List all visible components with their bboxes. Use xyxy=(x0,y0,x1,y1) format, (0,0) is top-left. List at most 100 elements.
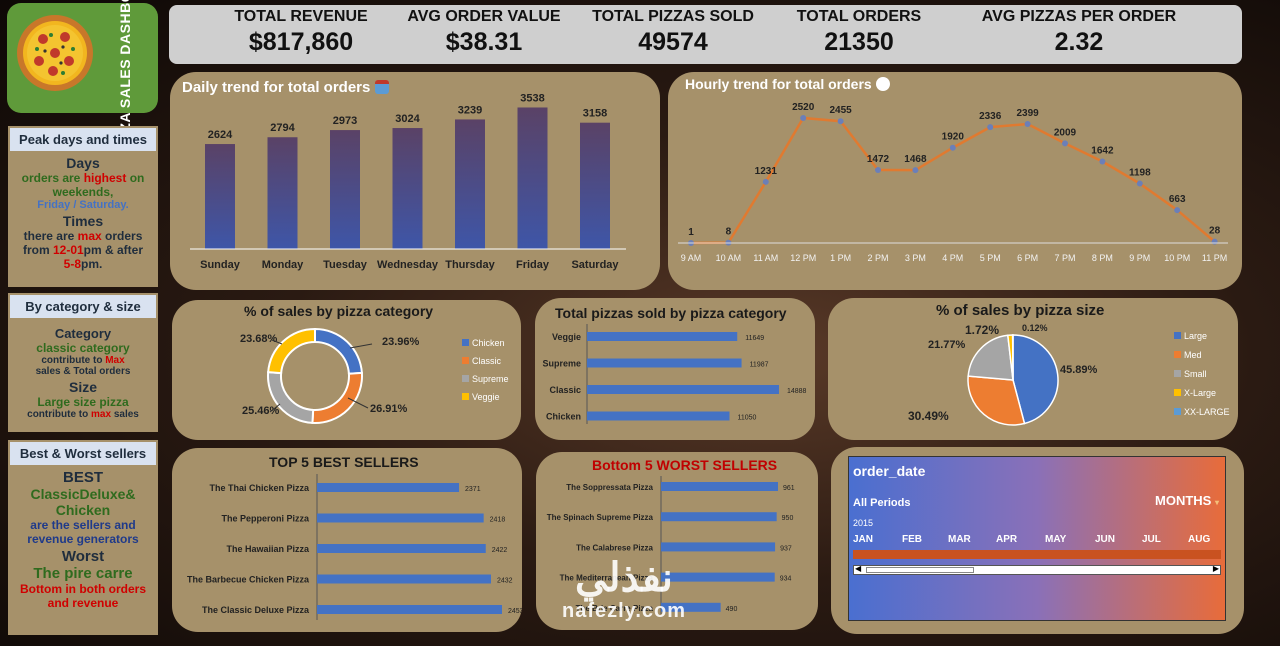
daily-axis-label: Thursday xyxy=(445,259,495,271)
hourly-point xyxy=(837,118,844,125)
slicer-unit-dropdown[interactable]: MONTHS ▾ xyxy=(1155,493,1219,508)
hourly-axis-label: 9 PM xyxy=(1129,253,1150,263)
hourly-point xyxy=(1024,120,1031,127)
hourly-point-label: 2399 xyxy=(1016,108,1039,119)
hourly-point-label: 2455 xyxy=(829,105,852,116)
clock-icon xyxy=(875,77,890,91)
bottom5-panel: Bottom 5 WORST SELLERS The Soppressata P… xyxy=(536,452,818,630)
daily-axis-label: Sunday xyxy=(200,259,241,271)
category-qty-chart: Veggie 11649 Supreme 11987 Classic 14888 Chick… xyxy=(542,324,807,424)
hourly-point xyxy=(762,178,769,185)
hourly-point xyxy=(800,114,807,121)
top5-bar xyxy=(317,605,502,614)
hourly-axis-label: 6 PM xyxy=(1017,253,1038,263)
hourly-point xyxy=(1174,207,1181,214)
slicer-scrollbar[interactable]: ◀ ▶ xyxy=(853,564,1221,575)
top5-axis-label: The Classic Deluxe Pizza xyxy=(202,605,310,615)
category-donut-label: 23.96% xyxy=(382,336,420,348)
slicer-month[interactable]: MAY xyxy=(1045,534,1067,545)
category-donut-slice xyxy=(267,327,316,375)
hourly-point xyxy=(875,166,881,173)
insight-category: By category & size Category classic cate… xyxy=(8,293,158,432)
slicer-month[interactable]: AUG xyxy=(1188,534,1211,545)
scroll-left-icon[interactable]: ◀ xyxy=(855,564,862,573)
category-leader-line xyxy=(347,397,369,409)
daily-bar-label: 3024 xyxy=(395,113,420,125)
kpi-avg-pizzas-per-order: AVG PIZZAS PER ORDER 2.32 xyxy=(981,8,1177,56)
hourly-axis-label: 11 PM xyxy=(1202,253,1227,263)
category-qty-panel: Total pizzas sold by pizza category Vegg… xyxy=(535,298,815,440)
category-legend-swatch xyxy=(462,339,469,346)
daily-axis-label: Saturday xyxy=(571,259,619,271)
hourly-axis-label: 5 PM xyxy=(980,253,1001,263)
daily-bar xyxy=(517,107,548,249)
category-legend-label: Classic xyxy=(472,356,502,366)
hourly-axis-label: 1 PM xyxy=(830,253,851,263)
size-legend-label: XX-LARGE xyxy=(1184,407,1230,417)
size-pie-slice xyxy=(1012,334,1059,425)
scrollbar-thumb[interactable] xyxy=(866,567,974,573)
bottom5-bar xyxy=(661,572,775,582)
daily-axis-label: Friday xyxy=(516,259,550,271)
scroll-right-icon[interactable]: ▶ xyxy=(1212,564,1219,573)
slicer-month[interactable]: APR xyxy=(996,534,1018,545)
insight-best-worst: Best & Worst sellers BEST ClassicDeluxe&… xyxy=(8,440,158,635)
category-qty-bar-label: 14888 xyxy=(787,388,807,395)
size-legend-swatch xyxy=(1174,370,1181,377)
hourly-axis-label: 10 PM xyxy=(1164,253,1190,263)
daily-bar-label: 2794 xyxy=(270,122,295,134)
slicer-month[interactable]: FEB xyxy=(902,534,922,545)
daily-bar-label: 3239 xyxy=(458,104,482,116)
category-sales-chart: 23.96% 26.91% 25.46% 23.68% Chicken Classic Su… xyxy=(240,327,509,424)
category-qty-bar xyxy=(587,411,730,421)
top5-axis-label: The Thai Chicken Pizza xyxy=(209,483,310,493)
hourly-trend-panel: Hourly trend for total orders 1 9 AM 8 10 A… xyxy=(668,72,1242,290)
pizza-icon xyxy=(17,15,93,91)
hourly-axis-label: 7 PM xyxy=(1054,253,1075,263)
size-sales-chart: 45.89% 30.49% 21.77% 1.72% 0.12% Large Med Smal… xyxy=(908,323,1230,426)
bottom5-chart: The Soppressata Pizza 961 The Spinach Supr… xyxy=(547,476,795,614)
bottom5-bar xyxy=(661,602,721,612)
category-donut-label: 25.46% xyxy=(242,405,280,417)
hourly-point-label: 1231 xyxy=(755,166,778,177)
category-legend-swatch xyxy=(462,393,469,400)
size-pie-label: 1.72% xyxy=(965,323,999,337)
size-legend-label: X-Large xyxy=(1184,388,1216,398)
slicer-month[interactable]: MAR xyxy=(948,534,971,545)
watermark-latin: nafezly.com xyxy=(562,600,686,622)
category-sales-title: % of sales by pizza category xyxy=(244,303,434,319)
hourly-axis-label: 11 AM xyxy=(753,253,778,263)
daily-bar xyxy=(267,137,298,249)
category-donut-label: 23.68% xyxy=(240,333,278,345)
top5-bar xyxy=(317,574,491,584)
slicer-month[interactable]: JAN xyxy=(853,534,874,545)
bottom5-bar xyxy=(661,482,778,491)
bottom5-bar-label: 934 xyxy=(780,576,792,583)
category-legend-swatch xyxy=(462,357,469,364)
daily-trend-chart: 2624 Sunday 2794 Monday 2973 Tuesday 3024 Wedne… xyxy=(190,92,626,271)
watermark: نفذلي nafezly.com xyxy=(562,556,686,623)
category-donut-slice xyxy=(314,327,363,375)
top5-bar xyxy=(317,483,460,492)
size-sales-panel: % of sales by pizza size 45.89% 30.49% 21.… xyxy=(828,298,1238,440)
hourly-point xyxy=(912,167,919,174)
order-date-slicer[interactable]: order_date All Periods MONTHS ▾ 2015 JAN… xyxy=(848,456,1226,621)
slicer-month[interactable]: JUL xyxy=(1142,534,1161,545)
hourly-point xyxy=(987,124,994,131)
hourly-axis-label: 3 PM xyxy=(905,253,926,263)
category-qty-axis-label: Classic xyxy=(549,385,581,395)
insight-peak-heading: Peak days and times xyxy=(10,128,156,151)
category-leader-line xyxy=(349,343,373,349)
bottom5-bar-label: 937 xyxy=(780,545,792,552)
category-qty-bar xyxy=(587,385,779,394)
hourly-axis-label: 9 AM xyxy=(681,253,702,263)
slicer-timeline-track[interactable] xyxy=(853,550,1221,559)
top5-bar xyxy=(317,544,486,553)
category-qty-title: Total pizzas sold by pizza category xyxy=(555,305,787,321)
bottom5-bar-label: 490 xyxy=(726,606,738,613)
hourly-axis-label: 10 AM xyxy=(716,253,742,263)
hourly-point xyxy=(1099,158,1106,165)
slicer-month[interactable]: JUN xyxy=(1095,534,1116,545)
category-legend-label: Veggie xyxy=(472,392,500,402)
hourly-point-label: 1468 xyxy=(904,154,927,165)
